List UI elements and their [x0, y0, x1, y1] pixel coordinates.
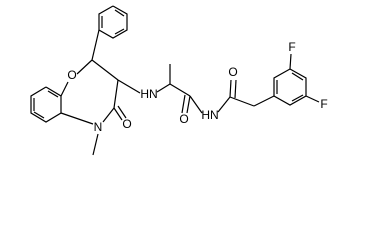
atom-label: HN [140, 87, 157, 101]
atom-label: HN [201, 108, 218, 122]
aryl-ring [273, 68, 307, 106]
double-bond [117, 105, 127, 119]
structure: O HN N O O HN O F F [30, 5, 328, 156]
bond [156, 83, 171, 93]
atom-label: F [320, 97, 327, 111]
bond [169, 83, 191, 97]
atom-label: O [179, 112, 188, 126]
benzo-ring [30, 86, 62, 123]
bond [229, 96, 255, 107]
atom-label: O [122, 117, 131, 131]
bond [289, 53, 292, 70]
double-bond [181, 94, 186, 114]
bond [113, 79, 119, 109]
bond [113, 107, 123, 121]
double-bond [47, 90, 59, 98]
double-bond [291, 72, 304, 81]
atom-label: F [288, 40, 295, 54]
double-bond [234, 79, 237, 99]
bond [91, 59, 119, 81]
bond [60, 81, 69, 97]
bond [253, 95, 275, 107]
double-bond [114, 28, 125, 35]
bond [305, 95, 320, 103]
atom-label: O [67, 68, 76, 82]
bond [117, 79, 141, 94]
double-bond [291, 94, 304, 102]
bond [91, 29, 100, 61]
bond [217, 96, 231, 113]
bond [102, 107, 115, 123]
atom-label: O [228, 65, 237, 79]
bond [60, 112, 94, 125]
methyl-bond [92, 133, 99, 156]
bonds [30, 5, 320, 156]
phenyl-ring [98, 5, 128, 39]
bond [189, 95, 203, 114]
double-bond [33, 111, 45, 119]
double-bond [114, 9, 125, 17]
atom-label: N [94, 120, 103, 134]
bond [186, 95, 191, 114]
bond [229, 79, 232, 98]
bond [76, 59, 93, 75]
